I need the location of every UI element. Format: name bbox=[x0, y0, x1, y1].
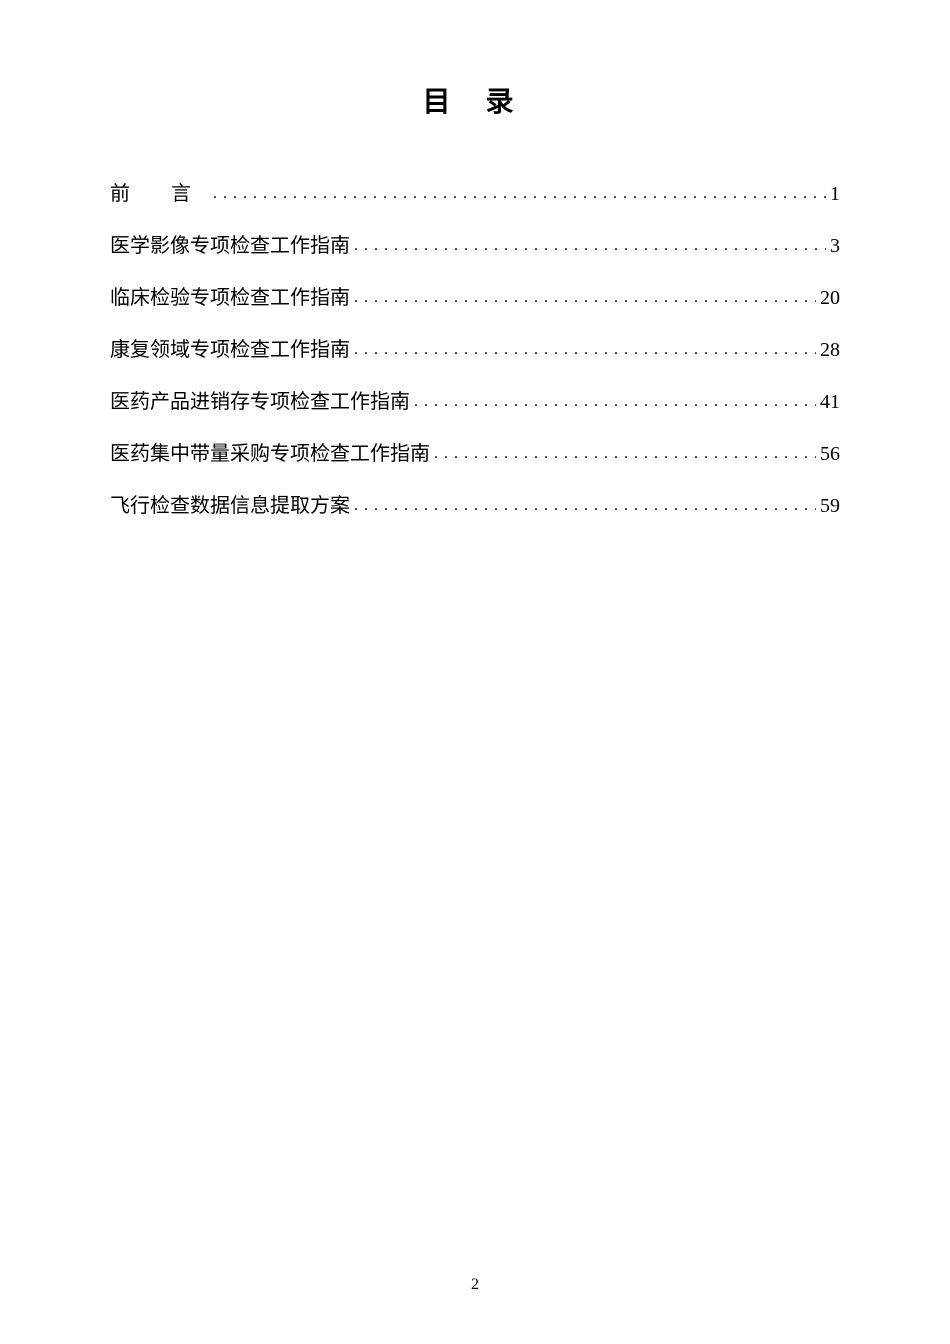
toc-entry-page: 28 bbox=[820, 326, 840, 374]
toc-entry-label: 医药产品进销存专项检查工作指南 bbox=[110, 378, 410, 426]
toc-entry-page: 41 bbox=[820, 378, 840, 426]
toc-entry: 飞行检查数据信息提取方案 59 bbox=[110, 482, 840, 530]
toc-dots bbox=[354, 222, 826, 270]
toc-entry-label: 医学影像专项检查工作指南 bbox=[110, 222, 350, 270]
toc-dots bbox=[414, 378, 816, 426]
toc-entry: 康复领域专项检查工作指南 28 bbox=[110, 326, 840, 374]
toc-entry-page: 59 bbox=[820, 482, 840, 530]
toc-entry-page: 1 bbox=[830, 170, 840, 218]
page-number: 2 bbox=[471, 1276, 479, 1294]
toc-entry-label: 临床检验专项检查工作指南 bbox=[110, 274, 350, 322]
toc-dots bbox=[434, 430, 816, 478]
toc-entry-page: 56 bbox=[820, 430, 840, 478]
toc-entry: 医学影像专项检查工作指南 3 bbox=[110, 222, 840, 270]
toc-entry: 医药产品进销存专项检查工作指南 41 bbox=[110, 378, 840, 426]
toc-entry: 临床检验专项检查工作指南 20 bbox=[110, 274, 840, 322]
toc-entry-label: 飞行检查数据信息提取方案 bbox=[110, 482, 350, 530]
toc-entry-label: 医药集中带量采购专项检查工作指南 bbox=[110, 430, 430, 478]
toc-title: 目 录 bbox=[110, 80, 840, 120]
toc-dots bbox=[354, 326, 816, 374]
toc-entry-label: 康复领域专项检查工作指南 bbox=[110, 326, 350, 374]
toc-entry: 前 言 1 bbox=[110, 170, 840, 218]
toc-dots bbox=[213, 170, 826, 218]
toc-entry-page: 20 bbox=[820, 274, 840, 322]
toc-container: 前 言 1 医学影像专项检查工作指南 3 临床检验专项检查工作指南 20 康复领… bbox=[110, 170, 840, 530]
toc-dots bbox=[354, 274, 816, 322]
toc-entry: 医药集中带量采购专项检查工作指南 56 bbox=[110, 430, 840, 478]
toc-entry-label: 前 言 bbox=[110, 170, 209, 218]
toc-entry-page: 3 bbox=[830, 222, 840, 270]
toc-dots bbox=[354, 482, 816, 530]
